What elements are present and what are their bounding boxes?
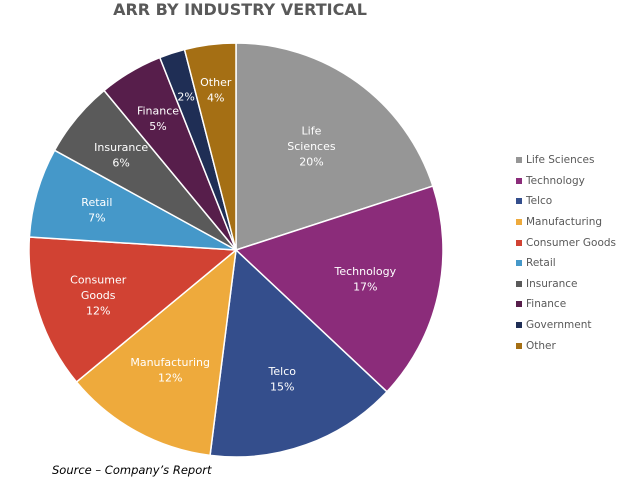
pie-slice-other <box>183 42 237 251</box>
legend-label: Government <box>526 319 592 332</box>
legend-swatch <box>516 260 522 267</box>
data-label-finance: Finance 5% <box>137 104 179 133</box>
legend: Life Sciences Technology Telco Manufacturin… <box>516 150 616 356</box>
pie-slice-life-sciences <box>235 42 434 252</box>
legend-label: Manufacturing <box>526 216 603 229</box>
chart-title: ARR BY INDUSTRY VERTICAL <box>113 0 367 19</box>
data-label-government: 2% <box>177 90 194 103</box>
legend-item-insurance: Insurance <box>516 274 616 295</box>
source-note: Source – Company’s Report <box>52 463 212 477</box>
legend-item-other: Other <box>516 335 616 356</box>
legend-label: Technology <box>526 174 585 187</box>
data-label-other: Other 4% <box>200 76 232 105</box>
legend-item-finance: Finance <box>516 294 616 315</box>
data-label-manufacturing: Manufacturing 12% <box>130 356 210 385</box>
pie-slice-technology <box>234 185 444 393</box>
legend-item-consumer-goods: Consumer Goods <box>516 232 616 253</box>
data-label-retail: Retail 7% <box>81 196 112 225</box>
legend-label: Life Sciences <box>526 154 595 167</box>
legend-label: Other <box>526 339 556 352</box>
legend-label: Telco <box>526 195 553 208</box>
legend-label: Consumer Goods <box>526 236 616 249</box>
legend-swatch <box>516 219 522 226</box>
legend-item-technology: Technology <box>516 171 616 192</box>
legend-item-telco: Telco <box>516 191 616 212</box>
legend-swatch <box>516 322 522 329</box>
legend-item-retail: Retail <box>516 253 616 274</box>
pie-slice-telco <box>209 248 388 458</box>
legend-swatch <box>516 198 522 205</box>
data-label-technology: Technology 17% <box>333 265 396 294</box>
pie-slice-manufacturing <box>75 248 237 457</box>
legend-swatch <box>516 177 522 184</box>
legend-swatch <box>516 280 522 287</box>
legend-label: Finance <box>526 298 567 311</box>
data-label-insurance: Insurance 6% <box>94 141 148 170</box>
legend-item-manufacturing: Manufacturing <box>516 212 616 233</box>
data-label-life-sciences: Life Sciences 20% <box>287 125 336 169</box>
legend-label: Insurance <box>526 277 578 290</box>
data-label-consumer-goods: Consumer Goods 12% <box>70 273 127 317</box>
legend-item-government: Government <box>516 315 616 336</box>
legend-swatch <box>516 342 522 349</box>
legend-item-life-sciences: Life Sciences <box>516 150 616 171</box>
legend-swatch <box>516 239 522 246</box>
legend-swatch <box>516 301 522 308</box>
pie-slice-consumer-goods <box>28 236 238 384</box>
legend-label: Retail <box>526 257 556 270</box>
data-label-telco: Telco 15% <box>268 365 297 394</box>
legend-swatch <box>516 157 522 164</box>
